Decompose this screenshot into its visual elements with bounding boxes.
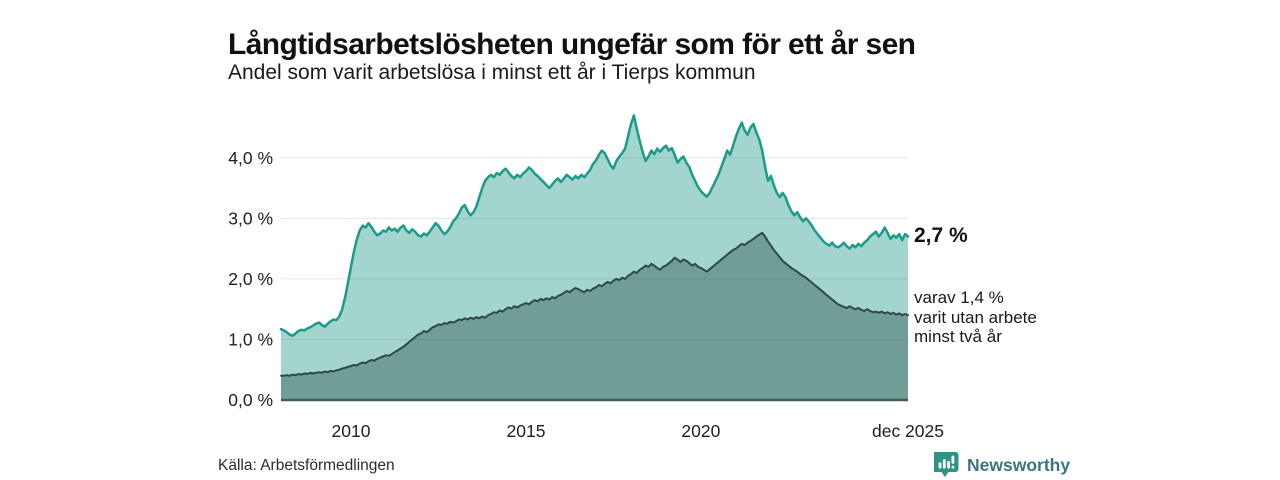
x-tick-label: 2020	[681, 421, 720, 441]
chart-subtitle: Andel som varit arbetslösa i minst ett å…	[228, 61, 756, 84]
series-line-0	[279, 114, 910, 338]
x-tick-label: dec 2025	[872, 421, 944, 441]
source-caption: Källa: Arbetsförmedlingen	[218, 457, 395, 474]
y-tick-label: 2,0 %	[228, 269, 273, 289]
x-tick-label: 2015	[507, 421, 546, 441]
y-tick-label: 4,0 %	[228, 148, 273, 168]
y-tick-label: 0,0 %	[228, 390, 273, 410]
series-area-1	[281, 232, 908, 400]
y-tick-label: 1,0 %	[228, 329, 273, 349]
x-tick-label: 2010	[332, 421, 371, 441]
series-line-1	[280, 231, 909, 377]
latest-subvalue-label: varav 1,4 % varit utan arbete minst två …	[914, 288, 1037, 346]
y-tick-label: 3,0 %	[228, 208, 273, 228]
page-title: Långtidsarbetslösheten ungefär som för e…	[228, 28, 916, 62]
latest-value-label: 2,7 %	[914, 224, 968, 247]
newsworthy-bar-chart-icon	[934, 452, 959, 477]
brand-logo: Newsworthy	[934, 450, 1070, 480]
brand-name: Newsworthy	[967, 454, 1071, 475]
